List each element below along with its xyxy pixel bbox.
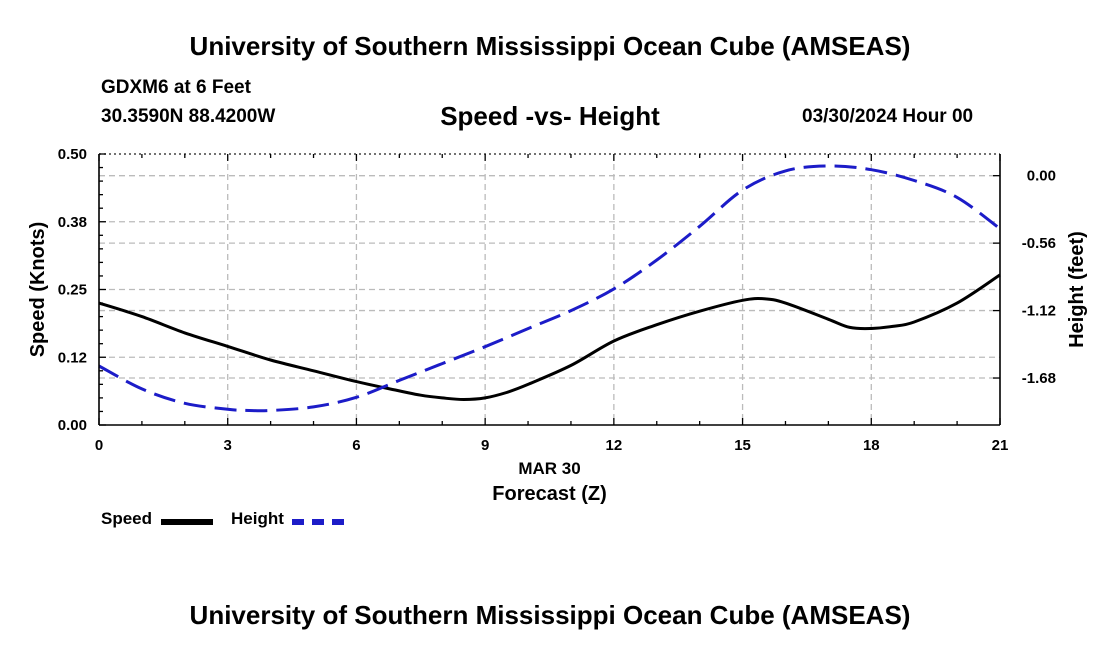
series-group (98, 164, 1001, 413)
legend-height-swatch (292, 519, 344, 525)
y-left-tick-label: 0.12 (58, 349, 87, 366)
x-tick-label: 21 (992, 437, 1009, 454)
chart-title: Speed -vs- Height (440, 101, 660, 131)
x-tick-label: 15 (734, 437, 751, 454)
y-right-tick-label: -1.68 (1022, 370, 1056, 387)
x-axis-label: Forecast (Z) (492, 483, 606, 505)
legend-speed-swatch (161, 519, 213, 525)
footer-title: University of Southern Mississippi Ocean… (189, 600, 911, 630)
x-tick-label: 3 (224, 437, 232, 454)
y-left-tick-label: 0.50 (58, 146, 87, 163)
legend-speed-label: Speed (101, 509, 153, 528)
legend-height-label: Height (231, 509, 284, 528)
y-left-tick-label: 0.38 (58, 214, 87, 231)
y-axis-left-label: Speed (Knots) (27, 222, 49, 358)
x-tick-label: 18 (863, 437, 880, 454)
y-right-tick-label: -0.56 (1022, 235, 1056, 252)
page-title: University of Southern Mississippi Ocean… (189, 31, 911, 61)
x-tick-label: 6 (352, 437, 360, 454)
coordinates-label: 30.3590N 88.4200W (101, 106, 276, 127)
y-right-tick-label: 0.00 (1027, 168, 1056, 185)
series-line-height (98, 164, 1001, 413)
y-left-tick-label: 0.25 (58, 282, 87, 299)
grid (99, 153, 1000, 425)
axes: 0 3 6 9 12 15 18 21 0.00 0.12 0.25 0.38 0.50 0.00 -0.5… (58, 146, 1056, 454)
datetime-label: 03/30/2024 Hour 00 (802, 106, 974, 127)
x-tick-label: 0 (95, 437, 103, 454)
station-label: GDXM6 at 6 Feet (101, 77, 251, 98)
x-tick-label: 12 (606, 437, 623, 454)
y-right-tick-label: -1.12 (1022, 303, 1056, 320)
x-axis-date-label: MAR 30 (518, 459, 580, 478)
y-left-tick-label: 0.00 (58, 417, 87, 434)
x-tick-label: 9 (481, 437, 489, 454)
y-axis-right-label: Height (feet) (1066, 231, 1088, 348)
series-line-speed (98, 273, 1001, 401)
